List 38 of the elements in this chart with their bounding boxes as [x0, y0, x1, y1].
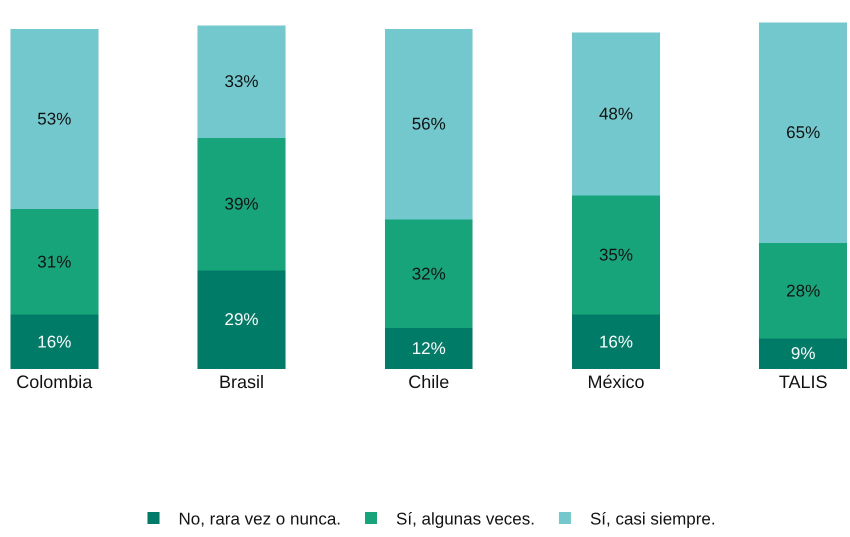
data-label: 56% [412, 114, 446, 134]
data-label: 39% [224, 194, 259, 214]
legend-label: Sí, algunas veces. [396, 510, 535, 529]
bar [10, 29, 98, 210]
bar [759, 338, 848, 369]
bar [572, 196, 660, 315]
data-label: 12% [412, 339, 446, 358]
x-tick-label: Colombia [16, 372, 94, 392]
data-label: 65% [786, 123, 820, 142]
x-tick-label: México [587, 372, 644, 392]
data-label: 9% [790, 344, 816, 364]
bar [10, 209, 98, 315]
data-label: 16% [37, 332, 72, 352]
bar [198, 26, 286, 138]
legend-label: No, rara vez o nunca. [178, 510, 342, 529]
bar [384, 219, 473, 328]
data-label: 32% [412, 264, 446, 284]
bar [759, 243, 848, 338]
data-label: 28% [786, 281, 820, 300]
x-tick-label: Brasil [219, 372, 264, 392]
data-label: 33% [224, 72, 259, 92]
data-label: 35% [598, 246, 633, 265]
x-tick-label: TALIS [778, 372, 828, 392]
bar [572, 32, 660, 196]
legend-label: Sí, casi siempre. [590, 510, 716, 529]
data-label: 31% [37, 252, 72, 272]
data-label: 48% [598, 104, 633, 124]
bar [384, 328, 473, 369]
data-label: 29% [224, 310, 259, 330]
bar [759, 22, 848, 244]
bar [198, 138, 286, 270]
x-tick-label: Chile [408, 372, 450, 392]
bar [10, 314, 98, 369]
bar [198, 270, 286, 369]
data-label: 16% [598, 332, 633, 352]
data-label: 53% [37, 110, 72, 129]
bar [384, 29, 473, 220]
bar [572, 314, 660, 369]
